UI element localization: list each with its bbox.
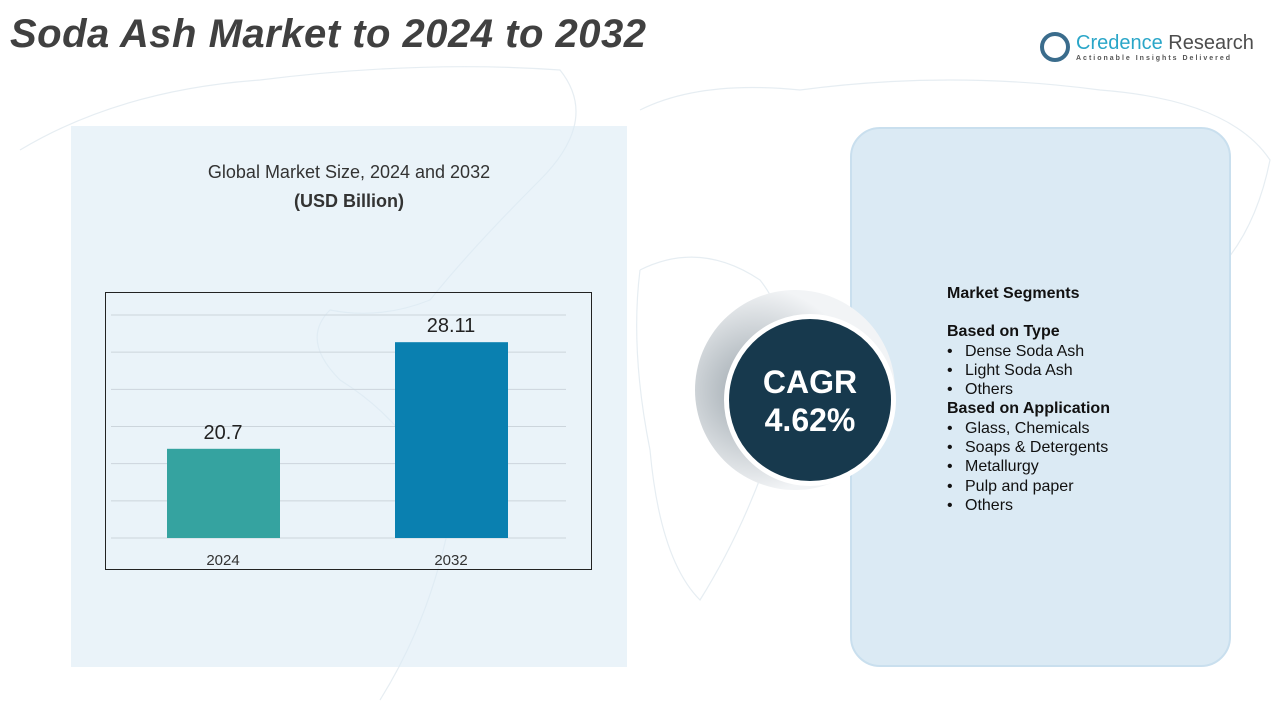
cagr-value: 4.62% (764, 402, 856, 438)
data-label: 28.11 (427, 315, 476, 337)
logo-brand2: Research (1162, 32, 1254, 54)
bar-2032 (395, 342, 508, 538)
segment-item: Glass, Chemicals (947, 419, 1110, 439)
segments-heading: Market Segments (947, 285, 1080, 302)
logo-chart-icon (1040, 32, 1070, 62)
segment-item: Dense Soda Ash (947, 342, 1110, 362)
bar-chart-svg: 20.7 2024 28.11 2032 (111, 314, 566, 569)
segment-item: Metallurgy (947, 457, 1110, 477)
chart-subtitle: (USD Billion) (294, 191, 404, 211)
segment-item: Light Soda Ash (947, 361, 1110, 381)
segment-item: Others (947, 496, 1110, 516)
segment-item: Others (947, 380, 1110, 400)
credence-research-logo: Credence Research Actionable Insights De… (1040, 32, 1254, 62)
logo-brand: Credence (1076, 32, 1163, 54)
cagr-badge: CAGR 4.62% (724, 314, 896, 486)
cagr-label: CAGR (762, 364, 858, 400)
segment-group-title: Based on Type (947, 323, 1060, 341)
x-tick-label: 2024 (206, 552, 239, 569)
segment-item: Pulp and paper (947, 477, 1110, 497)
segment-group-title: Based on Application (947, 400, 1110, 418)
market-segments: Market Segments Based on Type Dense Soda… (947, 284, 1110, 516)
page-title: Soda Ash Market to 2024 to 2032 (10, 12, 647, 56)
bar-chart: 20.7 2024 28.11 2032 (105, 292, 592, 570)
segment-item: Soaps & Detergents (947, 438, 1110, 458)
chart-title: Global Market Size, 2024 and 2032 (207, 162, 491, 182)
chart-panel (71, 126, 627, 667)
data-label: 20.7 (204, 422, 243, 444)
bar-2024 (167, 448, 280, 538)
x-tick-label: 2032 (434, 552, 467, 569)
logo-tagline: Actionable Insights Delivered (1076, 55, 1233, 62)
